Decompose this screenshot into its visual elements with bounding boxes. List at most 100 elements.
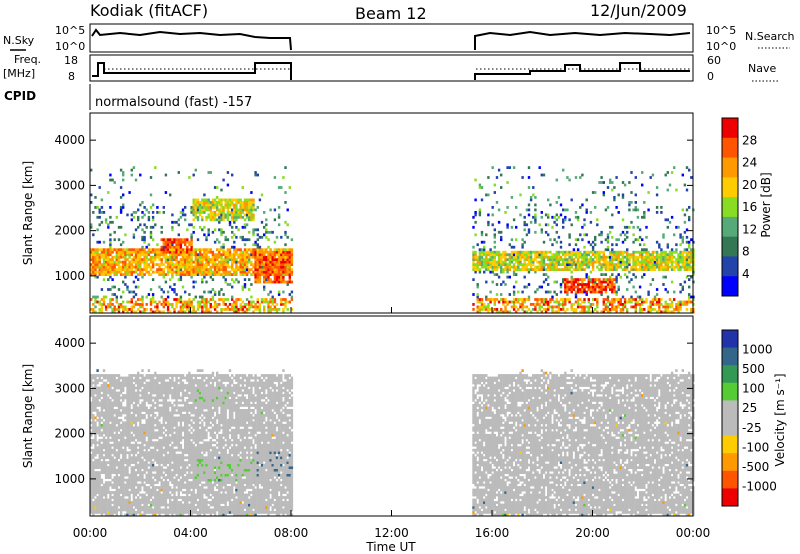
heatmap-cell [632, 253, 635, 257]
heatmap-cell [188, 255, 191, 259]
heatmap-cell [109, 238, 112, 242]
heatmap-cell [201, 270, 204, 274]
heatmap-cell [480, 240, 484, 244]
heatmap-cell [284, 191, 287, 194]
heatmap-cell [188, 300, 191, 304]
heatmap-cell [102, 511, 106, 514]
heatmap-cell [134, 466, 138, 469]
heatmap-cell [139, 255, 142, 259]
heatmap-cell [175, 293, 178, 296]
heatmap-cell [149, 260, 153, 264]
heatmap-cell [139, 381, 142, 385]
heatmap-cell [126, 426, 129, 430]
heatmap-cell [497, 275, 501, 279]
heatmap-cell [275, 308, 279, 311]
heatmap-cell [677, 300, 680, 304]
heatmap-cell [154, 305, 157, 309]
heatmap-cell [557, 196, 561, 199]
heatmap-cell [192, 273, 195, 276]
heatmap-cell [203, 305, 206, 309]
heatmap-cell [96, 260, 99, 264]
heatmap-cell [604, 263, 608, 266]
heatmap-cell [119, 225, 123, 229]
heatmap-cell [130, 310, 133, 314]
heatmap-cell [109, 446, 112, 450]
heatmap-cell [476, 283, 479, 286]
heatmap-cell [130, 300, 133, 304]
heatmap-cell [171, 288, 174, 291]
heatmap-cell [130, 399, 133, 402]
heatmap-cell [117, 418, 121, 422]
heatmap-cell [606, 238, 610, 242]
heatmap-cell [228, 258, 232, 261]
heatmap-cell [239, 260, 242, 264]
heatmap-cell [119, 303, 123, 306]
heatmap-cell [553, 265, 556, 269]
heatmap-cell [196, 215, 200, 219]
heatmap-cell [126, 458, 129, 462]
heatmap-cell [521, 290, 524, 294]
heatmap-cell [523, 253, 526, 257]
heatmap-cell [205, 255, 208, 259]
heatmap-cell [117, 503, 121, 507]
heatmap-cell [119, 441, 123, 445]
power-colorbar-tick: 4 [742, 267, 750, 281]
heatmap-cell [218, 211, 221, 214]
heatmap-cell [542, 263, 546, 266]
heatmap-cell [688, 245, 691, 249]
heatmap-cell [139, 250, 142, 254]
heatmap-cell [527, 166, 531, 169]
heatmap-cell [651, 303, 655, 306]
heatmap-cell [160, 230, 163, 234]
heatmap-cell [243, 273, 247, 276]
heatmap-cell [615, 206, 618, 209]
heatmap-cell [512, 263, 516, 266]
heatmap-cell [664, 305, 667, 309]
heatmap-cell [143, 513, 146, 517]
heatmap-cell [485, 253, 488, 257]
heatmap-cell [474, 250, 477, 254]
heatmap-cell [169, 285, 172, 289]
heatmap-cell [256, 255, 259, 259]
heatmap-cell [273, 218, 277, 222]
heatmap-cell [188, 248, 191, 252]
heatmap-cell [233, 215, 236, 219]
heatmap-cell [237, 260, 240, 264]
heatmap-cell [568, 298, 571, 301]
heatmap-cell [109, 220, 112, 224]
heatmap-cell [96, 263, 99, 266]
heatmap-cell [231, 253, 234, 257]
heatmap-cell [216, 238, 219, 242]
heatmap-cell [243, 218, 247, 222]
nsky-tick-bottom: 10^0 [55, 40, 85, 53]
heatmap-cell [273, 248, 277, 252]
heatmap-cell [256, 173, 259, 177]
heatmap-cell [98, 481, 101, 484]
heatmap-cell [145, 295, 148, 299]
heatmap-cell [137, 426, 140, 430]
heatmap-cell [623, 255, 627, 259]
heatmap-cell [134, 431, 138, 435]
heatmap-cell [485, 280, 488, 284]
heatmap-cell [113, 230, 116, 234]
heatmap-cell [119, 273, 123, 276]
heatmap-cell [104, 258, 108, 261]
heatmap-cell [107, 438, 110, 442]
heatmap-cell [139, 258, 142, 261]
heatmap-cell [685, 260, 689, 264]
heatmap-cell [260, 260, 264, 264]
heatmap-cell [265, 235, 268, 239]
heatmap-cell [205, 260, 208, 264]
heatmap-cell [162, 248, 165, 252]
heatmap-cell [273, 263, 277, 266]
heatmap-cell [555, 178, 558, 182]
heatmap-cell [128, 446, 131, 450]
heatmap-cell [280, 275, 283, 279]
heatmap-cell [98, 453, 101, 457]
heatmap-cell [636, 225, 640, 229]
heatmap-cell [166, 255, 170, 259]
heatmap-cell [241, 268, 244, 271]
heatmap-cell [670, 265, 674, 269]
heatmap-cell [119, 468, 123, 472]
heatmap-cell [497, 260, 501, 264]
